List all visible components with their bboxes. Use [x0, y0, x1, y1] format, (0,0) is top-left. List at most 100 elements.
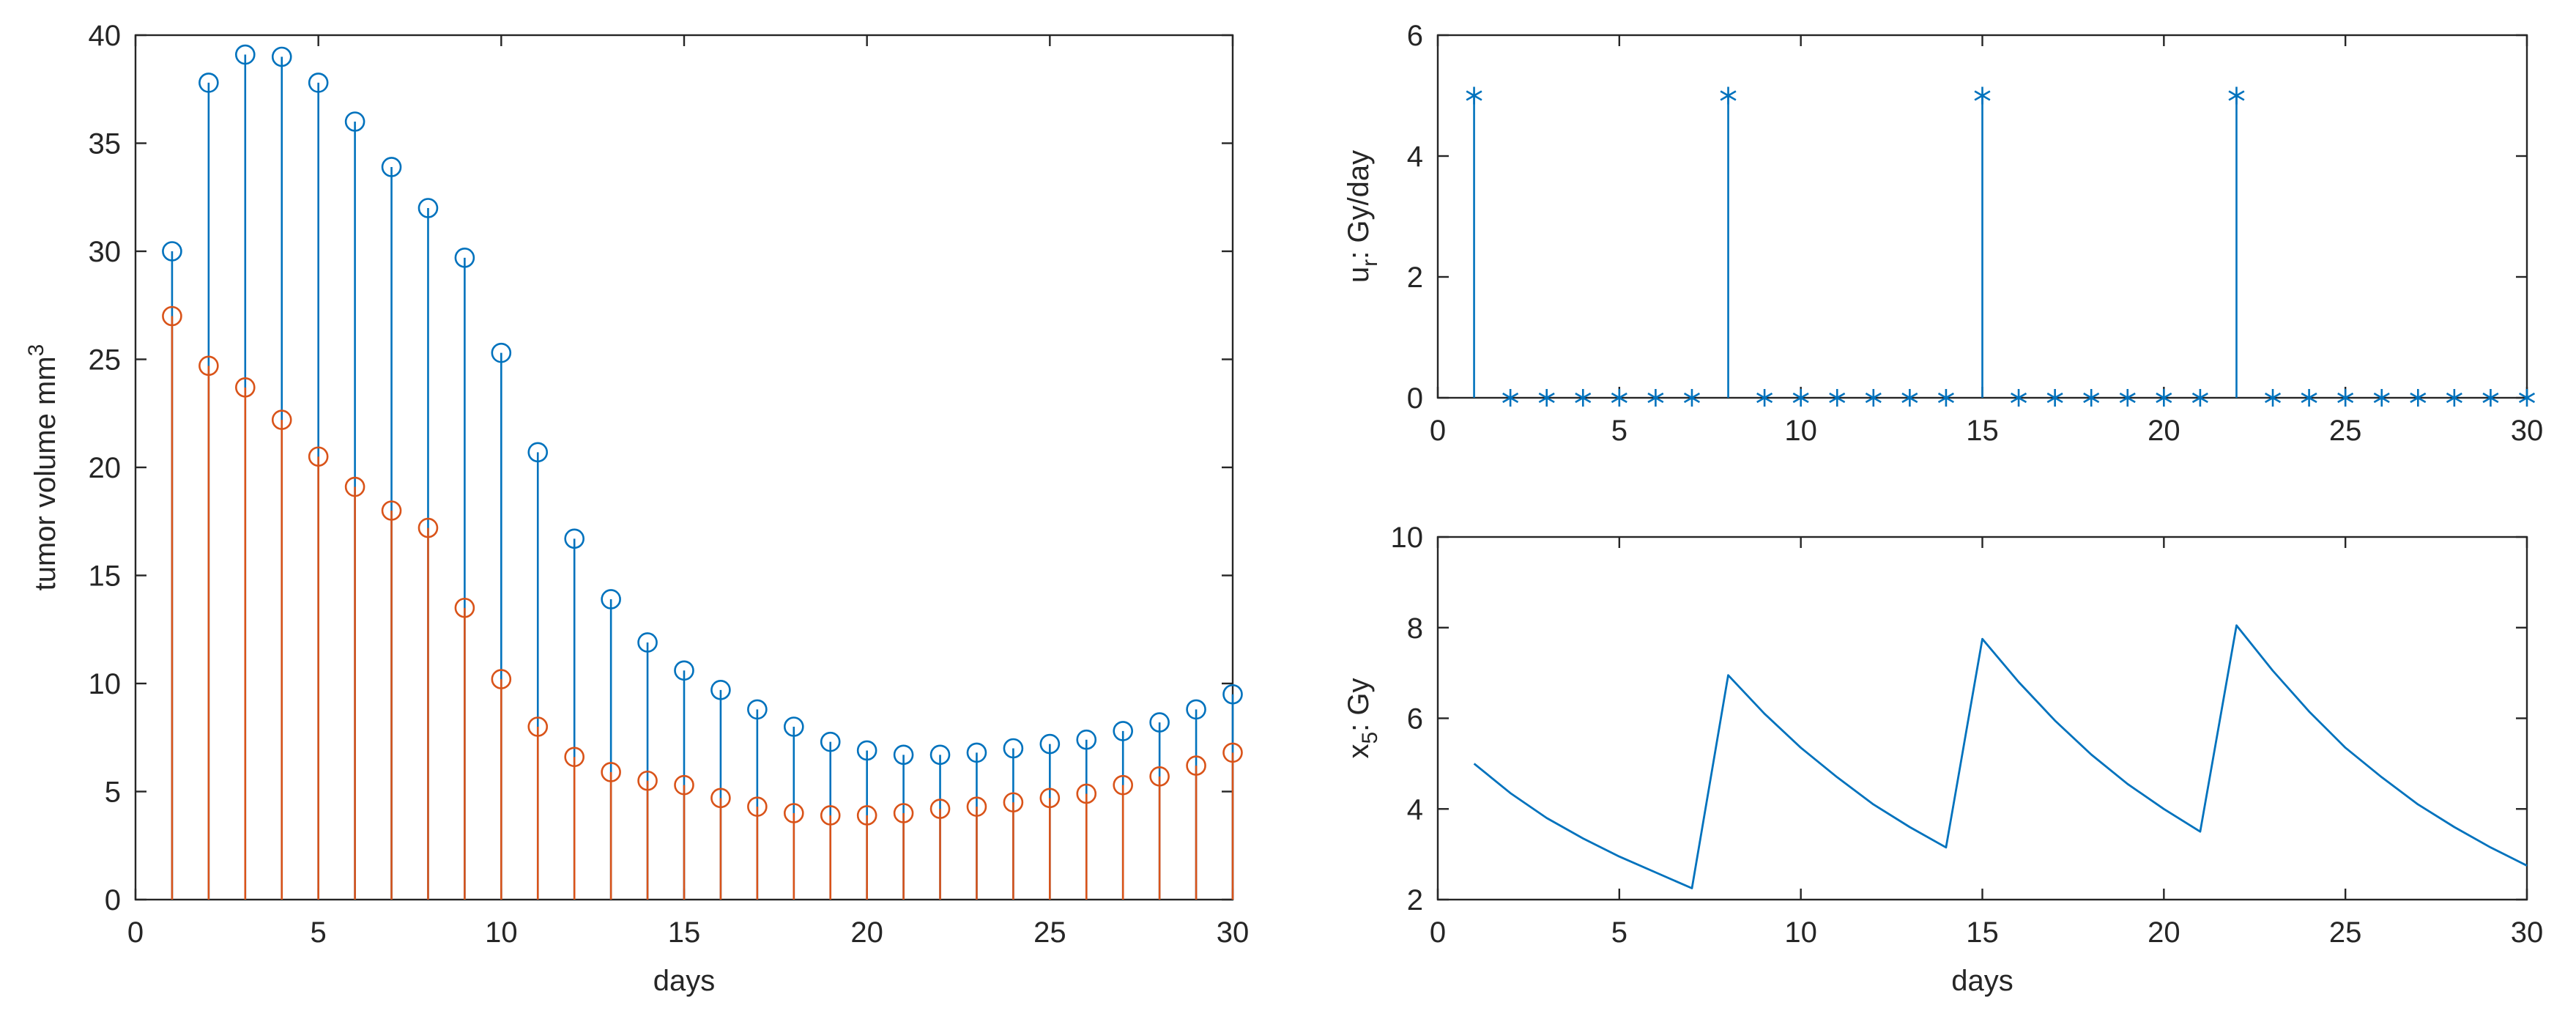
series2-marker — [1186, 755, 1206, 776]
y-axis-label: x5: Gy — [1343, 678, 1382, 758]
y-tick-label: 2 — [1407, 884, 1423, 916]
series1-marker — [491, 342, 512, 363]
series1-marker — [1003, 738, 1024, 759]
series2-marker — [820, 805, 841, 826]
dose-marker — [2337, 389, 2354, 407]
tumor-volume-chart: 0 5 10 15 20 25 30 0 5 10 15 20 25 30 35 40 days tumor vo… — [24, 20, 1249, 997]
y-tick-label: 20 — [89, 452, 122, 484]
asterisk-stroke — [1792, 392, 1809, 404]
series1-marker — [710, 680, 731, 700]
dose-marker — [2191, 389, 2208, 407]
asterisk-stroke — [1466, 90, 1482, 101]
dose-marker — [1792, 389, 1809, 407]
ylabel-suffix: : Gy/day — [1343, 150, 1375, 259]
series1-marker — [381, 157, 402, 177]
series2-marker — [966, 796, 987, 817]
dose-marker — [1647, 389, 1664, 407]
series2-marker — [234, 377, 256, 398]
x-tick-label: 25 — [2329, 415, 2362, 447]
series1-marker — [162, 241, 182, 262]
asterisk-stroke — [2410, 392, 2427, 404]
ylabel-text: tumor volume mm — [29, 356, 62, 590]
dose-marker — [1720, 86, 1737, 105]
y-tick-label: 8 — [1407, 612, 1423, 645]
asterisk-stroke — [2264, 392, 2282, 404]
asterisk-stroke — [1901, 392, 1918, 404]
x5-line — [1473, 624, 2528, 889]
y-tick-label: 40 — [89, 20, 122, 52]
x-axis-label: days — [1951, 965, 2013, 997]
series1-marker — [344, 111, 365, 132]
series1-marker — [1149, 712, 1170, 733]
series1-marker — [674, 660, 694, 681]
dose-marker — [1611, 389, 1627, 407]
y-tick-label: 6 — [1407, 703, 1423, 736]
x-tick-label: 10 — [485, 916, 518, 949]
x-tick-label: 30 — [1217, 916, 1250, 949]
dose-marker — [1974, 86, 1991, 105]
asterisk-stroke — [1575, 392, 1592, 404]
asterisk-stroke — [1720, 90, 1737, 101]
y-tick-label: 5 — [105, 777, 121, 809]
series2-marker — [308, 446, 329, 467]
ylabel-superscript: 3 — [24, 344, 48, 357]
dose-marker — [1901, 389, 1918, 407]
series2-marker — [162, 305, 182, 327]
series2-marker — [1222, 742, 1243, 763]
dose-marker — [2083, 389, 2100, 407]
series1-marker — [417, 198, 439, 218]
x-axis-label: days — [653, 965, 716, 997]
y-axis-label: tumor volume mm3 — [24, 344, 62, 591]
x-tick-label: 15 — [1966, 415, 1999, 447]
series2-marker — [601, 762, 621, 782]
ylabel-suffix: : Gy — [1343, 678, 1375, 731]
asterisk-stroke — [2011, 392, 2027, 404]
asterisk-stroke — [1974, 90, 1991, 101]
x-tick-label: 30 — [2511, 916, 2544, 949]
series1-marker — [527, 442, 549, 463]
ylabel-main: x — [1343, 744, 1375, 759]
y-tick-label: 0 — [105, 884, 121, 916]
series1-marker — [1186, 699, 1206, 720]
dose-marker — [2228, 86, 2245, 105]
dose-marker — [1575, 389, 1592, 407]
series2-marker — [674, 774, 694, 796]
series1-marker — [564, 528, 585, 549]
y-tick-label: 0 — [1407, 382, 1423, 415]
asterisk-stroke — [2446, 392, 2462, 404]
y-tick-label: 30 — [89, 236, 122, 268]
y-tick-label: 4 — [1407, 141, 1423, 173]
series1-marker — [856, 740, 877, 761]
x-tick-label: 5 — [1611, 916, 1627, 949]
series1-marker — [601, 589, 621, 610]
dose-marker — [1538, 389, 1555, 407]
y-tick-label: 10 — [1391, 522, 1424, 554]
series2-marker — [856, 805, 877, 826]
dose-marker — [1937, 389, 1954, 407]
asterisk-stroke — [2518, 392, 2536, 404]
asterisk-stroke — [2301, 392, 2317, 404]
x-tick-label: 20 — [2148, 415, 2180, 447]
series2-marker — [893, 803, 914, 823]
series2-marker — [271, 410, 292, 430]
x-tick-label: 10 — [1784, 916, 1817, 949]
asterisk-stroke — [1683, 392, 1701, 404]
asterisk-stroke — [2046, 392, 2063, 404]
dose-marker — [2264, 389, 2282, 407]
series2-marker — [747, 796, 768, 817]
dose-marker — [2518, 389, 2536, 407]
series2-marker — [1113, 774, 1133, 796]
series2-marker — [1039, 788, 1061, 809]
series2-marker — [344, 476, 365, 497]
series1-marker — [747, 699, 768, 720]
asterisk-stroke — [1502, 392, 1519, 404]
y-tick-label: 15 — [89, 560, 122, 593]
x-tick-label: 5 — [311, 916, 327, 949]
ylabel-subscript: r — [1358, 259, 1382, 267]
x-tick-label: 25 — [1033, 916, 1066, 949]
dose-marker — [1466, 86, 1482, 105]
series1-marker — [1113, 721, 1133, 741]
asterisk-stroke — [1937, 392, 1954, 404]
series2-marker — [491, 669, 512, 689]
